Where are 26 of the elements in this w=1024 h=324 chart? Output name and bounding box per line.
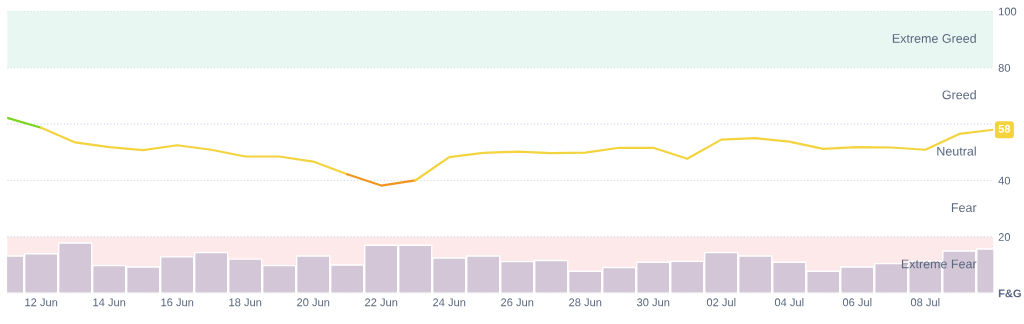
x-tick-label: 02 Jul: [706, 298, 736, 307]
y-tick-label: F&G: [998, 289, 1021, 298]
x-tick-label: 20 Jun: [297, 298, 330, 307]
x-tick-label: 04 Jul: [774, 298, 804, 307]
x-tick-label: 24 Jun: [433, 298, 466, 307]
annotation: Neutral: [937, 146, 976, 156]
x-tick-label: 26 Jun: [501, 298, 534, 307]
data-label: 58: [998, 124, 1011, 133]
band-label: Extreme Greed: [892, 33, 976, 43]
x-tick-label: 16 Jun: [161, 298, 194, 307]
x-tick-label: 06 Jul: [842, 298, 872, 307]
x-tick-label: 12 Jun: [25, 298, 58, 307]
line-series: [40, 126, 349, 176]
x-tick-label: 30 Jun: [636, 298, 670, 307]
x-tick-label: 28 Jun: [569, 298, 602, 307]
y-tick-label: 80: [998, 63, 1011, 72]
annotation: Fear: [951, 203, 977, 213]
y-tick-label: 20: [998, 233, 1011, 241]
x-tick-label: 14 Jun: [93, 298, 126, 307]
y-tick-label: 40: [998, 176, 1011, 185]
x-tick-label: 08 Jul: [910, 298, 940, 307]
x-tick-label: 22 Jun: [365, 298, 398, 307]
x-tick-label: 18 Jun: [229, 298, 262, 307]
annotation: Greed: [942, 90, 976, 100]
band-label: Extreme Fear: [901, 259, 977, 269]
y-tick-label: 100: [998, 7, 1017, 16]
